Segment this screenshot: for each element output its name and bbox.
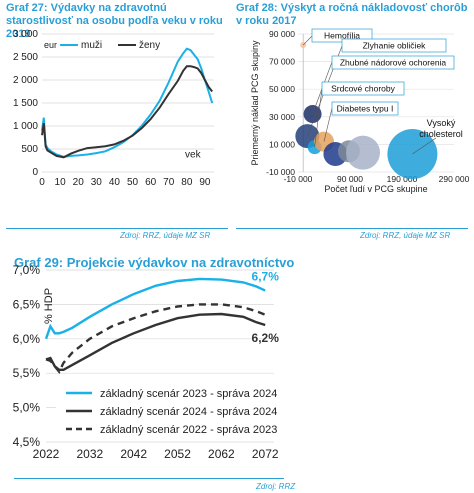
graf27-chart: 0 500 1 000 1 500 2 000 2 500 3 000 0 10 20 30 40 50…: [13, 29, 214, 188]
end-label-2023: 6,2%: [252, 331, 280, 345]
x-tick-label: 2062: [208, 447, 235, 461]
annotation-label: Srdcové choroby: [331, 84, 396, 94]
x-tick-label: 20: [73, 177, 85, 188]
x-tick-label: 40: [109, 177, 121, 188]
x-tick-label: 70: [163, 177, 175, 188]
y-tick-label: 50 000: [269, 84, 295, 94]
graf29-source: Zdroj: RRZ: [256, 482, 296, 491]
x-tick-label: -10 000: [284, 174, 313, 184]
annotation-label: Zlyhanie obličiek: [363, 41, 427, 51]
graf29-divider: [14, 478, 284, 479]
x-tick-label: 30: [91, 177, 103, 188]
legend-label: muži: [81, 40, 102, 51]
legend-box: [56, 384, 290, 440]
x-tick-label: 2022: [33, 447, 60, 461]
y-tick-label: 0: [32, 167, 38, 178]
annotation-label: Vysoký: [427, 118, 456, 128]
annotation-label: Diabetes typu I: [337, 104, 394, 114]
y-tick-label: 10 000: [269, 139, 295, 149]
x-tick-label: 60: [145, 177, 157, 188]
annotation-box: [341, 38, 447, 53]
x-tick-label: 10: [55, 177, 67, 188]
annotation-leader: [412, 137, 437, 155]
annotation-label: Hemofília: [324, 31, 360, 41]
annotation-label: cholesterol: [419, 129, 463, 139]
graf27-divider: [6, 228, 228, 229]
bubble-7: [346, 135, 380, 170]
x-tick-label: 50: [127, 177, 139, 188]
y-tick-label: 2 500: [13, 52, 38, 63]
annotation-label: Zhubné nádorové ochorenia: [340, 58, 447, 68]
annotation-box: [321, 81, 405, 96]
graf29-chart: 4,5% 5,0% 5,5% 6,0% 6,5% 7,0% 2022 2032 2042 2052…: [13, 263, 290, 461]
y-tick-label: 1 500: [13, 98, 38, 109]
series-line-0: [44, 277, 266, 340]
graf27-source: Zdroj: RRZ, údaje MZ SR: [120, 231, 211, 240]
y-tick-label: 4,5%: [13, 435, 41, 449]
graf29-title: Graf 29: Projekcie výdavkov na zdravotní…: [14, 255, 295, 270]
x-tick-label: 2042: [120, 447, 147, 461]
series-line-2: [45, 303, 266, 375]
x-tick-label: 0: [39, 177, 45, 188]
y-tick-label: -10 000: [266, 167, 295, 177]
y-tick-label: 2 000: [13, 75, 38, 86]
y-tick-label: 7,0%: [13, 263, 41, 277]
x-axis-label: Počet ľudí v PCG skupine: [324, 184, 427, 194]
y-tick-label: 5,5%: [13, 366, 41, 380]
annotation-box: [331, 101, 399, 116]
graf28-title: Graf 28: Výskyt a ročná nákladovosť chor…: [236, 2, 468, 27]
y-tick-label: 1 000: [13, 121, 38, 132]
y-tick-label: 3 000: [13, 29, 38, 40]
x-tick-label: 90: [199, 177, 211, 188]
x-tick-label: 80: [181, 177, 193, 188]
x-tick-label: 190 000: [387, 174, 418, 184]
y-tick-label: 6,5%: [13, 297, 41, 311]
x-tick-label: 90 000: [337, 174, 363, 184]
end-label-2024: 6,7%: [252, 270, 280, 284]
annotation-leader: [314, 87, 323, 148]
legend-label: základný scenár 2023 - správa 2024: [100, 388, 277, 400]
graf28-divider: [236, 228, 468, 229]
annotation-leader: [302, 35, 313, 46]
y-tick-label: 500: [21, 144, 38, 155]
x-tick-label: 2032: [76, 447, 103, 461]
y-axis-label: Priemerný náklad PCG skupiny: [250, 40, 260, 166]
x-tick-label: 290 000: [439, 174, 470, 184]
legend-label: základný scenár 2022 - správa 2023: [100, 424, 277, 436]
y-tick-label: 70 000: [269, 57, 295, 67]
legend-label: základný scenár 2024 - správa 2024: [100, 406, 277, 418]
annotation-leader: [323, 107, 333, 142]
x-tick-label: 2052: [164, 447, 191, 461]
graf27-title: Graf 27: Výdavky na zdravotnú starostliv…: [6, 2, 223, 40]
legend-label: ženy: [139, 40, 160, 51]
y-axis-label: % HDP: [43, 288, 55, 324]
graf28-chart: -10 000 10 000 30 000 50 000 70 000 90 000 -10…: [250, 28, 470, 194]
series-line-1: [41, 65, 213, 159]
x-tick-label: 2072: [252, 447, 279, 461]
graf28-source: Zdroj: RRZ, údaje MZ SR: [360, 231, 451, 240]
unit-label: eur: [44, 40, 57, 50]
y-tick-label: 5,0%: [13, 401, 41, 415]
annotation-box: [331, 55, 455, 70]
y-tick-label: 6,0%: [13, 332, 41, 346]
y-tick-label: 30 000: [269, 112, 295, 122]
x-axis-label: vek: [185, 149, 202, 160]
y-tick-label: 90 000: [269, 29, 295, 39]
